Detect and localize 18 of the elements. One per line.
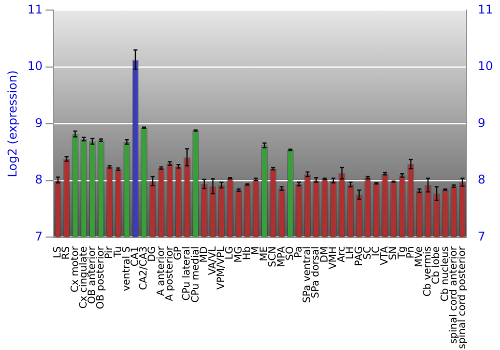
x-tick-label: OB posterior (96, 245, 107, 310)
x-tick-label: RS (61, 246, 72, 260)
y2-tick-label: 7 (478, 229, 486, 244)
y2-tick-label: 11 (478, 2, 494, 16)
y2-tick-label: 8 (478, 172, 486, 187)
x-tick-label: spinal cord posterior (457, 245, 468, 350)
y-tick-label: 9 (35, 116, 43, 130)
y-tick-label: 11 (27, 2, 43, 16)
y-tick-label: 8 (35, 172, 43, 187)
y2-tick-label: 9 (478, 116, 486, 130)
y-axis-title: Log2 (expression) (5, 70, 20, 178)
x-tick-label: MVe (414, 246, 425, 268)
x-tick-label: Tg (396, 246, 408, 260)
y-tick-label: 7 (35, 229, 43, 244)
x-tick-label: DG (147, 246, 158, 262)
y2-tick-label: 10 (478, 59, 494, 74)
x-tick-label: A posterior (164, 245, 176, 302)
y-tick-label: 10 (27, 59, 43, 74)
